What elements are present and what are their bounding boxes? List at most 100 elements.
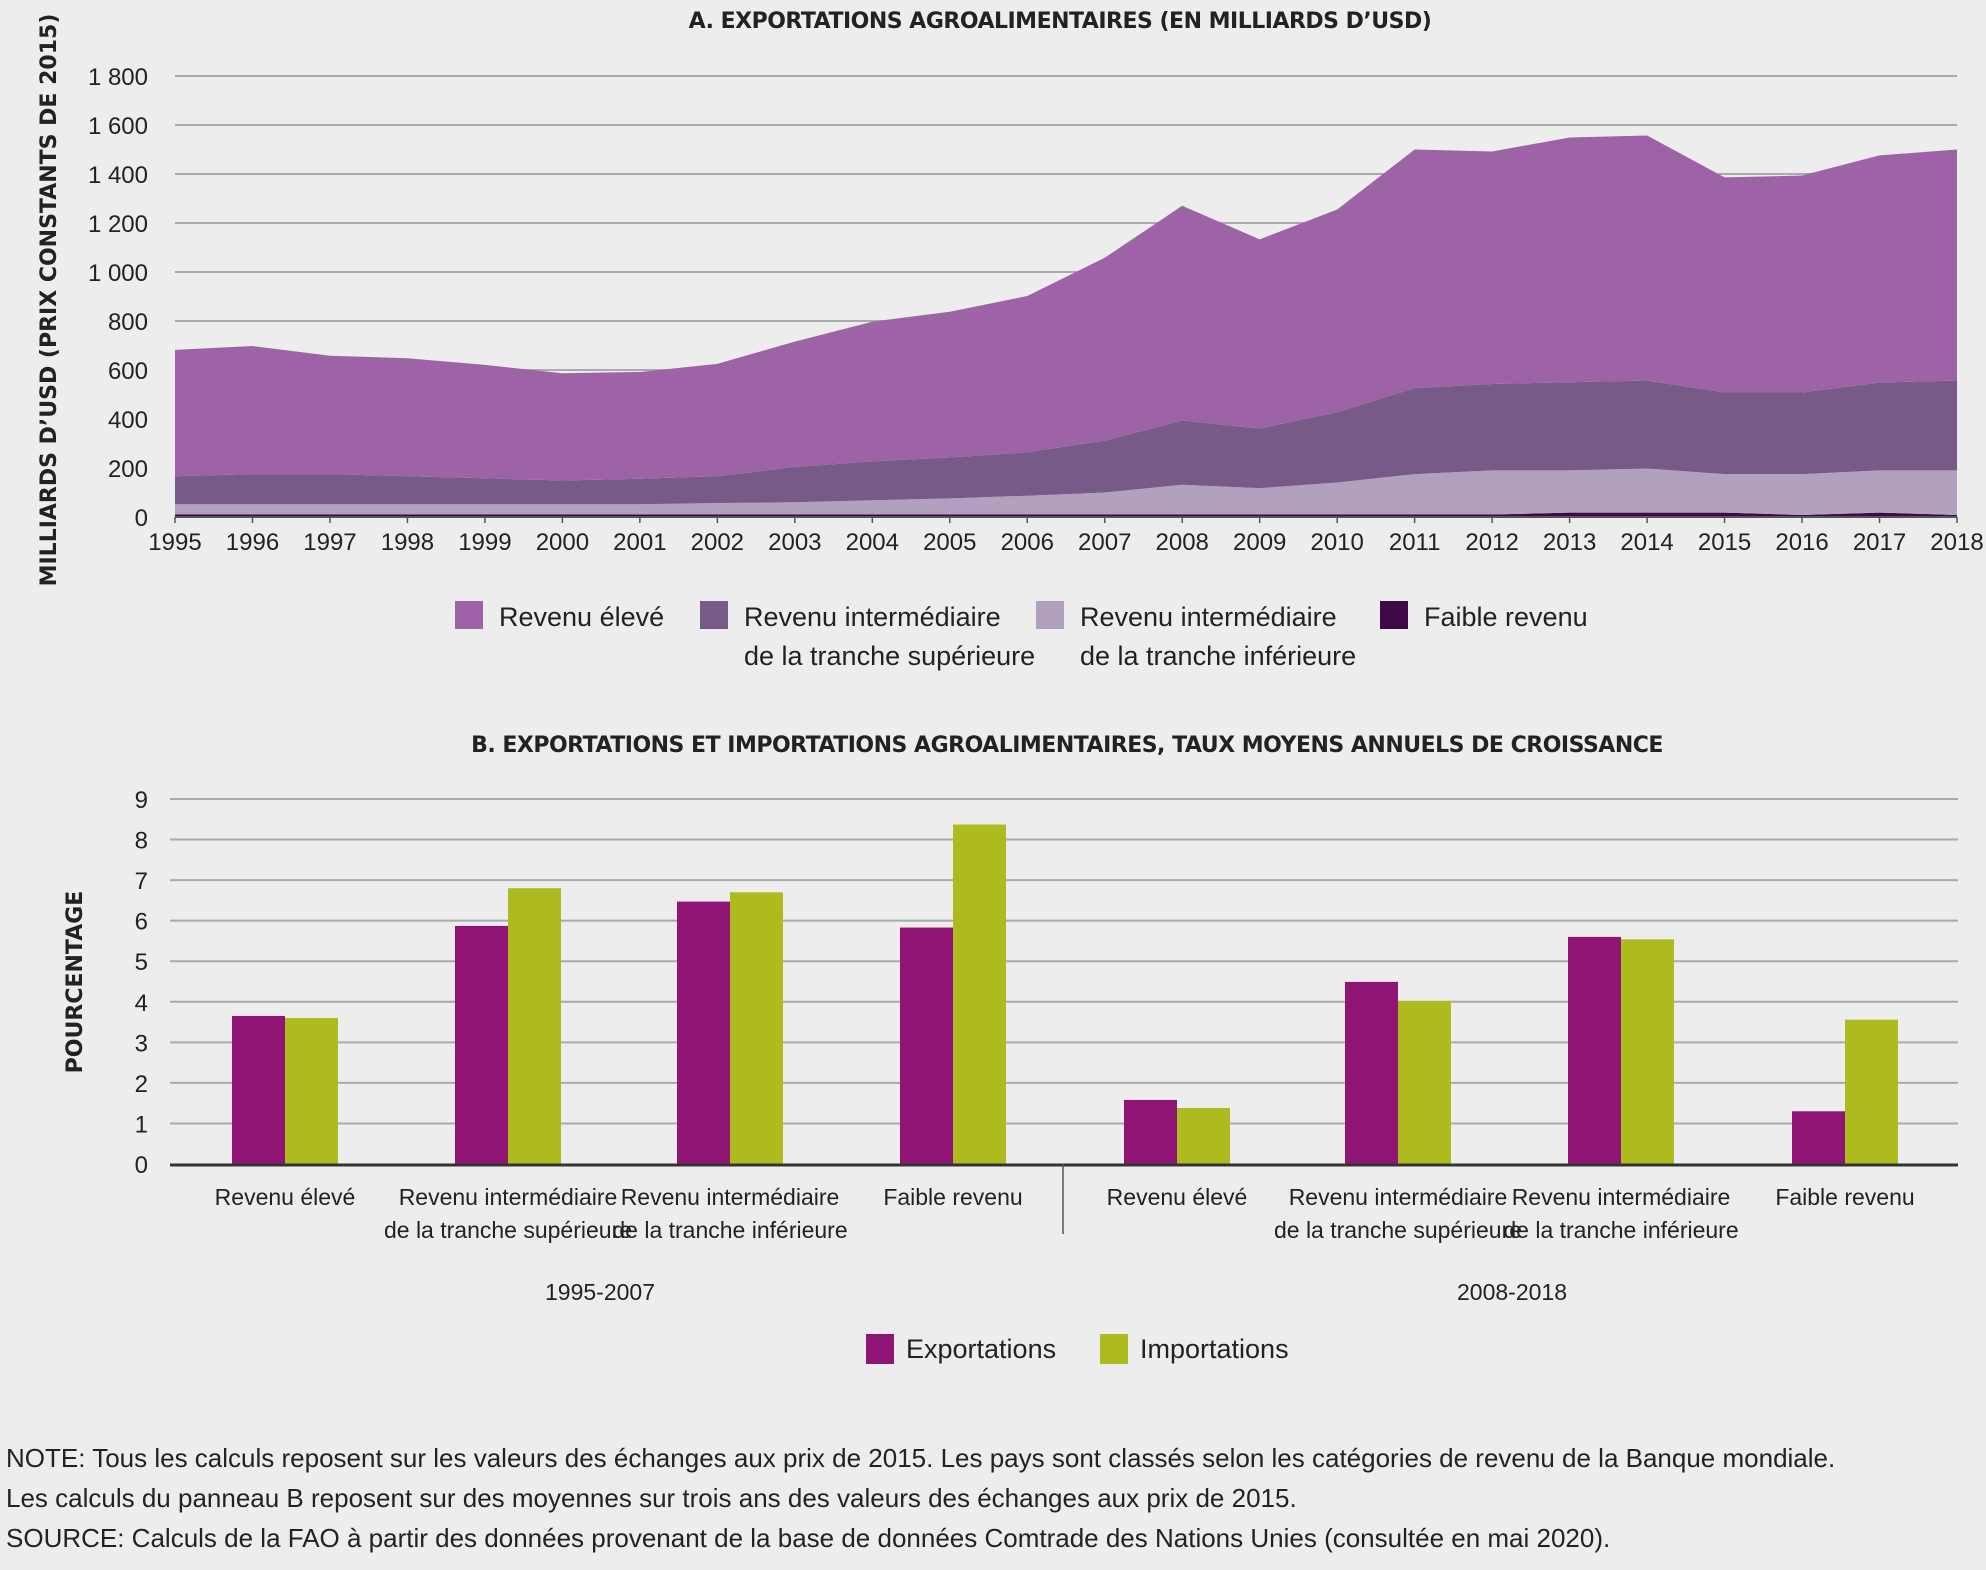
panel-b-y-axis-label: POURCENTAGE bbox=[63, 891, 88, 1074]
panel-b-title: B. EXPORTATIONS ET IMPORTATIONS AGROALIM… bbox=[471, 733, 1663, 758]
y-tick-label: 9 bbox=[135, 787, 148, 814]
area-series bbox=[175, 512, 1957, 517]
y-tick-label: 200 bbox=[108, 456, 148, 483]
y-tick-label: 1 200 bbox=[88, 211, 148, 238]
y-tick-label: 5 bbox=[135, 949, 148, 976]
x-tick-label: 2018 bbox=[1930, 529, 1983, 556]
bar-exportations bbox=[1345, 981, 1398, 1164]
y-tick-label: 6 bbox=[135, 909, 148, 936]
x-tick-label: 2008 bbox=[1156, 529, 1209, 556]
bar-importations bbox=[953, 824, 1006, 1164]
note-line-2: Les calculs du panneau B reposent sur de… bbox=[6, 1483, 1297, 1513]
x-tick-label: 1999 bbox=[458, 529, 511, 556]
panel-a-y-ticks: 0 200 400 600 800 1 000 1 200 1 400 1 600 1 800 bbox=[88, 64, 148, 532]
x-tick-label: 2000 bbox=[536, 529, 589, 556]
panel-a-areas bbox=[175, 135, 1957, 518]
panel-b-gridlines bbox=[170, 798, 1958, 1125]
category-label: de la tranche inférieure bbox=[1503, 1217, 1738, 1243]
category-label: Revenu intermédiaire bbox=[1512, 1184, 1731, 1210]
category-label: Revenu intermédiaire bbox=[399, 1184, 618, 1210]
bar-exportations bbox=[1792, 1111, 1845, 1164]
bar-exportations bbox=[232, 1015, 285, 1164]
bar-exportations bbox=[677, 901, 730, 1164]
bar-exportations bbox=[900, 927, 953, 1164]
x-tick-label: 1995 bbox=[148, 529, 201, 556]
legend-label: Faible revenu bbox=[1424, 602, 1588, 632]
panel-b-y-ticks: 0 1 2 3 4 5 6 7 8 9 bbox=[135, 787, 148, 1179]
panel-b-bar-chart: B. EXPORTATIONS ET IMPORTATIONS AGROALIM… bbox=[63, 733, 1958, 1364]
y-tick-label: 8 bbox=[135, 828, 148, 855]
y-tick-label: 0 bbox=[135, 505, 148, 532]
x-tick-label: 2004 bbox=[846, 529, 899, 556]
panel-b-category-labels: Revenu élevé Revenu intermédiaire de la tr… bbox=[215, 1184, 1915, 1305]
y-tick-label: 400 bbox=[108, 407, 148, 434]
note-line-1: NOTE: Tous les calculs reposent sur les … bbox=[6, 1443, 1836, 1473]
area-series bbox=[175, 380, 1957, 505]
x-tick-label: 2005 bbox=[923, 529, 976, 556]
legend-label: Importations bbox=[1140, 1334, 1289, 1364]
x-tick-label: 1997 bbox=[303, 529, 356, 556]
x-tick-label: 2014 bbox=[1620, 529, 1673, 556]
x-tick-label: 2006 bbox=[1001, 529, 1054, 556]
legend-label: de la tranche inférieure bbox=[1080, 641, 1356, 671]
bar-exportations bbox=[1568, 936, 1621, 1164]
legend-swatch bbox=[700, 601, 728, 629]
category-label: Faible revenu bbox=[883, 1184, 1022, 1210]
bar-importations bbox=[1621, 939, 1674, 1164]
panel-a-title: A. EXPORTATIONS AGROALIMENTAIRES (EN MIL… bbox=[689, 9, 1432, 34]
bar-importations bbox=[285, 1018, 338, 1164]
x-tick-label: 2002 bbox=[691, 529, 744, 556]
y-tick-label: 3 bbox=[135, 1030, 148, 1057]
bar-importations bbox=[508, 888, 561, 1164]
x-tick-label: 2016 bbox=[1775, 529, 1828, 556]
category-label: Revenu intermédiaire bbox=[621, 1184, 840, 1210]
panel-a-legend: Revenu élevé Revenu intermédiaire de la tr… bbox=[455, 601, 1588, 671]
legend-swatch bbox=[1100, 1334, 1128, 1364]
y-tick-label: 0 bbox=[135, 1152, 148, 1179]
category-label: Faible revenu bbox=[1775, 1184, 1914, 1210]
y-tick-label: 600 bbox=[108, 358, 148, 385]
legend-label: Revenu élevé bbox=[499, 602, 664, 632]
y-tick-label: 1 800 bbox=[88, 64, 148, 91]
panel-a-y-axis-label: MILLIARDS D’USD (PRIX CONSTANTS DE 2015) bbox=[37, 14, 62, 587]
panel-b-legend: Exportations Importations bbox=[866, 1334, 1289, 1364]
y-tick-label: 1 400 bbox=[88, 162, 148, 189]
panel-a-area-chart: A. EXPORTATIONS AGROALIMENTAIRES (EN MIL… bbox=[37, 9, 1984, 671]
x-tick-label: 2003 bbox=[768, 529, 821, 556]
legend-swatch bbox=[455, 601, 483, 629]
period-label: 1995-2007 bbox=[545, 1279, 655, 1305]
bar-importations bbox=[730, 892, 783, 1164]
y-tick-label: 800 bbox=[108, 309, 148, 336]
bar-importations bbox=[1177, 1108, 1230, 1164]
x-tick-label: 2007 bbox=[1078, 529, 1131, 556]
y-tick-label: 1 bbox=[135, 1111, 148, 1138]
source-line: SOURCE: Calculs de la FAO à partir des d… bbox=[6, 1523, 1611, 1553]
legend-swatch bbox=[866, 1334, 894, 1364]
y-tick-label: 4 bbox=[135, 990, 148, 1017]
area-series bbox=[175, 468, 1957, 515]
category-label: de la tranche inférieure bbox=[612, 1217, 847, 1243]
period-label: 2008-2018 bbox=[1457, 1279, 1567, 1305]
y-tick-label: 7 bbox=[135, 868, 148, 895]
y-tick-label: 1 000 bbox=[88, 260, 148, 287]
category-label: Revenu élevé bbox=[215, 1184, 356, 1210]
x-tick-label: 2017 bbox=[1853, 529, 1906, 556]
bar-exportations bbox=[455, 925, 508, 1164]
x-tick-label: 1996 bbox=[226, 529, 279, 556]
legend-swatch bbox=[1380, 601, 1408, 629]
bar-importations bbox=[1845, 1019, 1898, 1164]
category-label: de la tranche supérieure bbox=[1274, 1217, 1522, 1243]
category-label: Revenu élevé bbox=[1107, 1184, 1248, 1210]
bar-exportations bbox=[1124, 1099, 1177, 1164]
x-tick-label: 2013 bbox=[1543, 529, 1596, 556]
y-tick-label: 2 bbox=[135, 1071, 148, 1098]
legend-label: Revenu intermédiaire bbox=[1080, 602, 1337, 632]
legend-label: Revenu intermédiaire bbox=[744, 602, 1001, 632]
legend-label: de la tranche supérieure bbox=[744, 641, 1035, 671]
category-label: de la tranche supérieure bbox=[384, 1217, 632, 1243]
x-tick-label: 2001 bbox=[613, 529, 666, 556]
x-tick-label: 1998 bbox=[381, 529, 434, 556]
category-label: Revenu intermédiaire bbox=[1289, 1184, 1508, 1210]
bar-importations bbox=[1398, 1000, 1451, 1164]
x-tick-label: 2011 bbox=[1389, 529, 1441, 556]
